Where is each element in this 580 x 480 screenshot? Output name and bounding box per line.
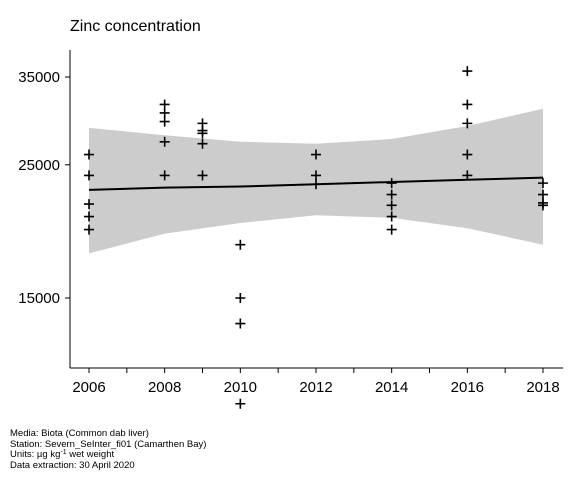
data-points-layer [84,66,548,409]
data-point [159,99,170,110]
data-point [159,107,170,118]
metadata-footer: Media: Biota (Common dab liver) Station:… [10,428,207,471]
data-point [159,136,170,147]
data-point [386,200,397,211]
y-tick-label: 35000 [18,69,60,86]
media-label: Media: Biota (Common dab liver) [10,428,149,439]
data-point [386,189,397,200]
data-point [462,99,473,110]
extraction-date-label: Data extraction: 30 April 2020 [10,459,135,471]
data-point [84,149,94,160]
x-tick-label: 2012 [299,379,332,396]
units-exponent: -1 [60,449,67,456]
data-point [159,116,170,127]
data-point [462,170,473,181]
y-tick-label: 15000 [18,290,60,307]
data-point [311,149,321,160]
y-tick-label: 25000 [18,157,60,174]
data-point [235,398,246,409]
data-point [311,170,321,181]
data-point [197,138,208,149]
axes-layer: 2006 2008 2010 2012 2014 2016 2018 15000 25000 35… [18,50,563,396]
x-tick-label: 2010 [224,379,257,396]
data-point [84,211,94,222]
data-point [538,178,548,189]
units-prefix: Units: µg kg [10,449,61,460]
data-point [386,224,397,235]
station-label: Station: Severn_SeInter_fi01 (Camarthen … [10,438,207,450]
data-point [197,128,208,139]
data-point [159,170,170,181]
data-point [462,118,473,129]
units-suffix: wet weight [66,449,115,460]
x-tick-label: 2008 [148,379,181,396]
data-point [386,178,397,189]
x-tick-label: 2006 [72,379,105,396]
data-point [235,239,246,250]
data-point [462,149,473,160]
data-point [235,318,246,329]
data-point [311,179,321,190]
data-point [84,199,94,210]
x-tick-label: 2016 [451,379,484,396]
chart-title: Zinc concentration [70,18,201,35]
units-label: Units: µg kg-1 wet weight [10,449,206,461]
data-point [235,293,246,303]
data-point [84,170,94,181]
data-point [84,224,94,235]
data-point [386,211,397,222]
data-point [538,200,548,211]
x-tick-label: 2018 [526,379,559,396]
data-point [197,170,208,181]
x-tick-label: 2014 [375,379,408,396]
data-point [462,66,473,77]
